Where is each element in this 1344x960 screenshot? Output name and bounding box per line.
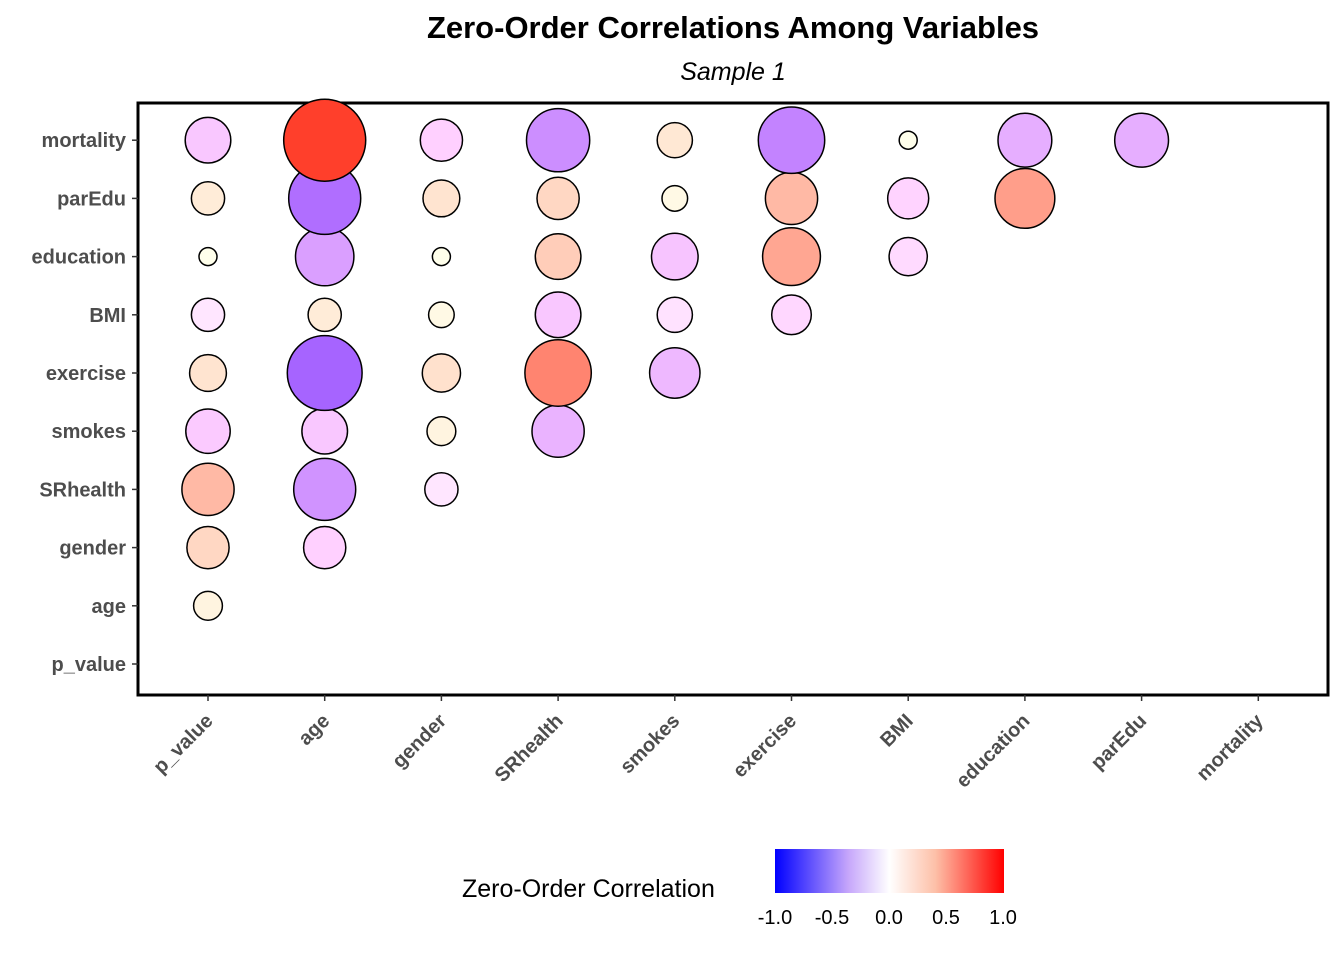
y-tick-label: smokes xyxy=(52,421,127,443)
x-tick-label: p_value xyxy=(149,710,217,778)
legend-tick: 1.0 xyxy=(989,907,1017,929)
y-tick-label: gender xyxy=(59,538,126,560)
x-tick-label: smokes xyxy=(616,710,684,778)
x-tick-label: mortality xyxy=(1193,709,1269,785)
x-tick-label: exercise xyxy=(729,710,801,782)
bubble xyxy=(286,334,363,412)
legend-tick: 0.0 xyxy=(875,907,903,929)
x-tick-label: education xyxy=(952,710,1034,792)
x-tick-label: BMI xyxy=(876,710,917,751)
bubble xyxy=(1113,112,1170,168)
legend-colorbar xyxy=(775,849,1004,893)
bubble xyxy=(997,112,1053,168)
bubble xyxy=(531,404,585,459)
bubble xyxy=(524,339,593,407)
bubble xyxy=(181,462,235,517)
bubble xyxy=(422,179,461,218)
bubble xyxy=(650,232,699,281)
bubble xyxy=(302,525,347,570)
bubble xyxy=(186,525,230,570)
bubble xyxy=(898,130,918,150)
y-tick-label: mortality xyxy=(42,130,127,152)
bubble xyxy=(282,98,367,182)
bubble xyxy=(424,472,459,507)
y-tick-label: parEdu xyxy=(57,188,126,210)
x-axis-labels: p_value age gender SRhealth smokes exercise BM… xyxy=(149,709,1268,792)
x-tick-label: parEdu xyxy=(1087,710,1151,774)
bubble xyxy=(431,246,452,267)
bubble xyxy=(761,226,822,287)
x-tick-label: SRhealth xyxy=(491,710,568,787)
y-axis-labels: p_value age gender SRhealth smokes exercise BM… xyxy=(32,130,127,676)
bubble xyxy=(192,590,224,621)
x-tick-label: age xyxy=(294,710,334,750)
chart-title: Zero-Order Correlations Among Variables xyxy=(426,10,1040,45)
legend-tick: -0.5 xyxy=(814,907,850,929)
axis-ticks xyxy=(132,139,1260,701)
bubble xyxy=(764,171,819,226)
bubble xyxy=(888,236,929,277)
bubble xyxy=(185,408,231,455)
chart-subtitle: Sample 1 xyxy=(680,58,786,86)
bubble xyxy=(534,233,582,281)
bubble xyxy=(188,353,228,393)
bubble xyxy=(661,184,689,212)
bubble xyxy=(184,116,232,164)
y-tick-label: SRhealth xyxy=(39,479,126,501)
bubble xyxy=(648,347,701,399)
bubble xyxy=(419,118,464,163)
legend-tick: -1.0 xyxy=(757,907,793,929)
bubble xyxy=(427,301,455,329)
legend-tick: 0.5 xyxy=(932,907,960,929)
y-tick-label: education xyxy=(32,247,126,269)
bubble xyxy=(294,226,355,287)
bubble xyxy=(190,297,226,333)
legend-title: Zero-Order Correlation xyxy=(462,875,715,903)
y-tick-label: age xyxy=(92,596,126,618)
bubble xyxy=(525,107,591,173)
bubble xyxy=(534,291,582,339)
bubble xyxy=(426,416,457,447)
bubble xyxy=(292,457,357,522)
bubble xyxy=(656,296,694,334)
bubble xyxy=(190,181,226,216)
y-tick-label: BMI xyxy=(89,305,126,327)
bubble xyxy=(421,353,462,393)
bubble xyxy=(536,176,580,221)
y-tick-label: p_value xyxy=(52,654,126,676)
x-tick-label: gender xyxy=(388,710,451,773)
y-tick-label: exercise xyxy=(46,363,126,385)
bubble xyxy=(198,246,218,267)
bubble xyxy=(770,294,813,336)
bubble xyxy=(301,407,349,455)
bubble xyxy=(886,177,930,220)
bubble xyxy=(994,167,1056,230)
bubble xyxy=(307,297,343,333)
bubble xyxy=(757,106,826,175)
bubble xyxy=(656,121,694,159)
bubbles xyxy=(181,98,1170,621)
